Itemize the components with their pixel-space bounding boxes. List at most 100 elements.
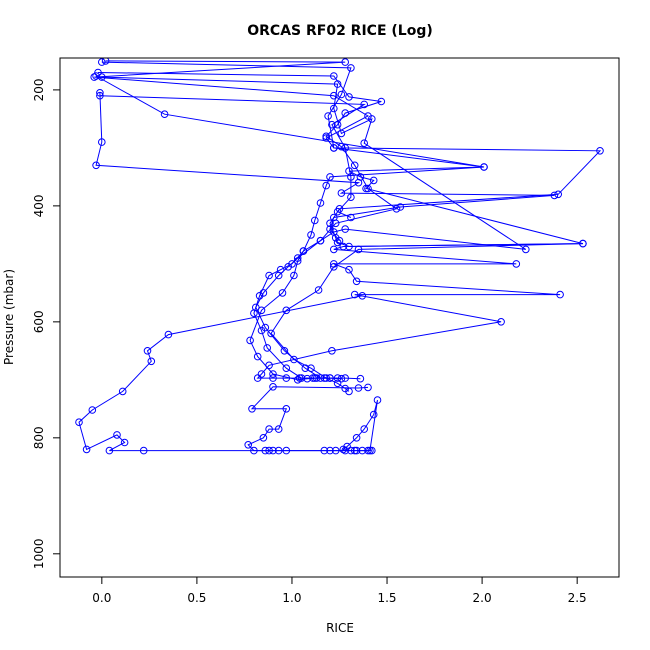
data-point	[347, 173, 355, 181]
data-point	[253, 374, 262, 382]
series-4	[98, 73, 530, 382]
data-point	[288, 260, 296, 268]
y-tick-label: 400	[32, 194, 46, 217]
data-point	[392, 205, 401, 213]
data-point	[105, 446, 114, 455]
data-point	[98, 58, 106, 66]
data-point	[330, 104, 338, 113]
series-5	[92, 72, 587, 382]
data-point	[335, 236, 344, 245]
data-point	[369, 410, 378, 419]
data-point	[255, 292, 264, 300]
data-point	[341, 374, 350, 382]
series-line	[101, 76, 527, 379]
data-point	[250, 446, 258, 455]
data-point	[282, 374, 291, 382]
data-point	[347, 446, 355, 455]
data-point	[354, 178, 363, 187]
data-point	[257, 370, 266, 378]
data-point	[347, 64, 355, 72]
data-point	[556, 290, 564, 299]
data-point	[92, 72, 100, 80]
data-point	[328, 347, 336, 355]
data-point	[92, 161, 100, 170]
series-line	[95, 92, 555, 242]
x-axis-label: RICE	[326, 621, 354, 635]
data-point	[295, 374, 304, 382]
data-point	[368, 115, 376, 123]
data-point	[333, 379, 342, 388]
data-point	[356, 374, 365, 383]
data-point	[522, 245, 530, 254]
y-axis: 200 400 600 800 1000	[32, 78, 60, 569]
series-line	[78, 295, 378, 452]
data-point	[330, 245, 338, 254]
data-point	[101, 58, 110, 65]
data-point	[301, 364, 310, 373]
x-tick-label: 0.0	[92, 591, 111, 605]
data-point	[88, 406, 97, 414]
data-point	[368, 446, 376, 455]
y-tick-label: 600	[32, 310, 46, 333]
y-tick-label: 200	[32, 78, 46, 101]
data-point	[269, 370, 277, 378]
data-point	[293, 376, 302, 384]
data-point	[269, 446, 277, 455]
data-point	[554, 190, 563, 199]
series-9	[244, 383, 376, 455]
data-point	[320, 374, 329, 382]
data-point	[360, 100, 369, 109]
data-point	[341, 144, 350, 152]
plot-area	[75, 58, 604, 455]
data-point	[282, 446, 291, 455]
data-point	[377, 97, 386, 106]
data-point	[311, 216, 319, 225]
data-point	[164, 330, 173, 339]
data-point	[139, 446, 148, 455]
data-point	[360, 425, 369, 433]
data-point	[339, 445, 348, 454]
data-point	[352, 277, 361, 286]
data-point	[244, 441, 252, 449]
data-point	[550, 191, 559, 200]
x-tick-label: 1.5	[377, 591, 396, 605]
data-point	[322, 181, 331, 190]
plot-frame	[59, 57, 620, 578]
data-point	[265, 361, 273, 370]
data-point	[350, 290, 359, 299]
data-point	[282, 405, 291, 413]
data-point	[512, 260, 521, 268]
series-6	[92, 89, 559, 245]
data-point	[352, 434, 361, 442]
data-point	[345, 93, 353, 101]
series-8	[75, 292, 382, 455]
data-point	[364, 383, 372, 392]
data-point	[352, 446, 361, 455]
data-point	[330, 91, 338, 100]
data-point	[314, 286, 323, 294]
data-point	[350, 446, 359, 455]
data-point	[337, 374, 346, 383]
data-point	[364, 184, 372, 193]
data-point	[82, 445, 91, 454]
data-point	[274, 425, 283, 433]
data-point	[276, 265, 285, 274]
data-point	[330, 144, 338, 152]
data-point	[333, 80, 342, 88]
data-point	[360, 139, 369, 147]
series-line	[101, 61, 485, 381]
data-point	[316, 199, 325, 207]
data-point	[579, 239, 587, 248]
data-point	[362, 184, 370, 193]
y-tick-label: 1000	[32, 539, 46, 570]
data-point	[480, 163, 488, 171]
data-point	[326, 219, 334, 228]
data-point	[331, 446, 340, 455]
x-tick-label: 0.5	[187, 591, 206, 605]
data-point	[341, 225, 350, 233]
data-point	[250, 309, 258, 318]
chart-title: ORCAS RF02 RICE (Log)	[247, 23, 433, 39]
data-point	[307, 231, 315, 239]
series-7	[96, 91, 369, 222]
data-point	[341, 58, 350, 66]
